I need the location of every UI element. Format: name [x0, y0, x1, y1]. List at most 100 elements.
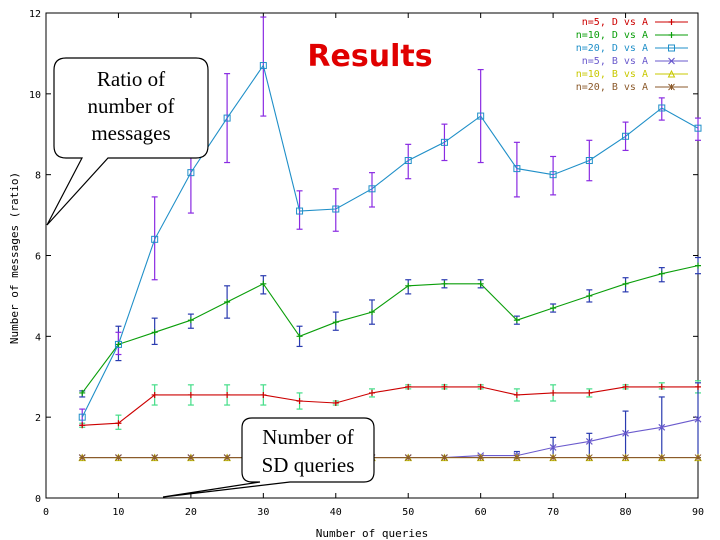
x-tick-label: 80: [620, 507, 632, 518]
data-point-n-5-b-vs-a: [658, 423, 666, 431]
y-axis-label: Number of messages (ratio): [8, 172, 21, 344]
x-tick-label: 90: [692, 507, 704, 518]
data-point-n-10-d-vs-a: [477, 280, 484, 287]
ratio-callout-line-1: Ratio of: [97, 67, 165, 91]
data-point-n-10-d-vs-a: [187, 317, 194, 324]
data-point-n-20-d-vs-a: [440, 138, 448, 146]
data-point-n-10-d-vs-a: [695, 262, 701, 269]
data-point-n-20-d-vs-a: [332, 205, 340, 213]
data-point-n-20-b-vs-a: [404, 454, 412, 461]
data-point-n-20-d-vs-a: [368, 185, 376, 193]
series-line-n-20-d-vs-a: [81, 64, 699, 418]
data-point-n-10-d-vs-a: [550, 305, 557, 312]
queries-callout-line-2: SD queries: [262, 453, 355, 477]
data-point-n-20-b-vs-a: [223, 454, 231, 461]
data-point-n-20-b-vs-a: [585, 454, 593, 461]
y-tick-label: 10: [29, 90, 41, 101]
x-tick-label: 0: [43, 507, 49, 518]
data-point-n-5-d-vs-a: [622, 383, 629, 390]
legend-marker-n-10-b-vs-a: [667, 69, 676, 78]
data-point-n-10-d-vs-a: [405, 282, 412, 289]
y-axis-ticks: 0 2 4 6 8 10 12: [29, 9, 698, 505]
data-point-n-10-d-vs-a: [151, 329, 158, 336]
series-line-n-5-d-vs-a: [82, 386, 698, 426]
y-tick-label: 6: [35, 252, 41, 263]
data-point-n-5-b-vs-a: [694, 415, 702, 423]
data-point-n-20-d-vs-a: [78, 413, 86, 421]
series-lines: [81, 64, 699, 459]
data-point-n-10-d-vs-a: [441, 280, 448, 287]
data-point-n-10-d-vs-a: [260, 280, 267, 287]
data-point-n-5-d-vs-a: [187, 391, 194, 398]
x-tick-label: 70: [547, 507, 559, 518]
data-point-n-10-d-vs-a: [622, 280, 629, 287]
ratio-callout-bubble: [46, 57, 209, 226]
data-point-n-5-b-vs-a: [622, 429, 629, 437]
ratio-callout: Ratio of number of messages: [46, 57, 209, 226]
data-point-n-10-d-vs-a: [658, 270, 665, 277]
data-point-n-10-d-vs-a: [369, 309, 375, 316]
legend-label-n-10-b-vs-a: n=10, B vs A: [576, 69, 648, 80]
series-line-n-10-d-vs-a: [81, 265, 699, 394]
data-point-n-20-d-vs-a: [151, 235, 159, 243]
data-point-n-20-d-vs-a: [549, 171, 557, 179]
legend-label-n-20-d-vs-a: n=20, D vs A: [576, 43, 648, 54]
y-tick-label: 4: [35, 332, 41, 343]
data-point-n-20-d-vs-a: [585, 157, 593, 165]
queries-callout-bubble: [162, 417, 375, 498]
data-point-n-5-d-vs-a: [586, 389, 593, 396]
data-point-n-10-d-vs-a: [332, 319, 339, 326]
data-point-n-5-b-vs-a: [549, 444, 557, 451]
data-point-n-20-b-vs-a: [78, 454, 86, 461]
legend-marker-n-20-b-vs-a: [668, 83, 675, 91]
data-point-n-20-b-vs-a: [115, 454, 122, 461]
data-point-n-20-d-vs-a: [223, 114, 231, 122]
data-point-n-5-d-vs-a: [477, 383, 484, 390]
data-point-n-20-b-vs-a: [622, 454, 629, 461]
data-point-n-10-d-vs-a: [513, 317, 520, 324]
data-point-n-10-d-vs-a: [115, 341, 122, 348]
legend-label-n-20-b-vs-a: n=20, B vs A: [576, 82, 648, 93]
data-point-n-20-b-vs-a: [513, 454, 521, 461]
data-point-n-5-d-vs-a: [224, 391, 231, 398]
data-point-n-20-d-vs-a: [477, 112, 485, 120]
x-tick-label: 30: [257, 507, 269, 518]
data-point-n-5-d-vs-a: [405, 383, 412, 390]
data-point-n-10-d-vs-a: [224, 298, 231, 305]
data-point-n-5-d-vs-a: [658, 383, 665, 390]
data-point-n-20-d-vs-a: [622, 132, 630, 140]
data-point-n-5-d-vs-a: [441, 383, 448, 390]
ratio-callout-line-2: number of: [88, 94, 175, 118]
data-point-n-20-d-vs-a: [114, 340, 122, 348]
y-tick-label: 8: [35, 171, 41, 182]
legend-label-n-5-d-vs-a: n=5, D vs A: [582, 17, 648, 28]
data-point-n-20-d-vs-a: [296, 207, 304, 215]
data-point-n-10-d-vs-a: [79, 389, 86, 396]
data-point-n-5-d-vs-a: [296, 398, 303, 404]
data-point-n-20-b-vs-a: [549, 454, 557, 461]
data-point-n-5-d-vs-a: [151, 391, 158, 398]
data-point-n-5-d-vs-a: [79, 422, 86, 429]
data-point-n-5-d-vs-a: [695, 383, 701, 390]
legend: n=5, D vs A n=10, D vs A n=20, D vs A n=5, …: [576, 17, 688, 93]
queries-callout-line-1: Number of: [262, 425, 354, 449]
x-tick-label: 50: [402, 507, 414, 518]
data-point-n-5-d-vs-a: [369, 389, 375, 396]
x-tick-label: 60: [475, 507, 487, 518]
chart-title: Results: [307, 39, 432, 74]
data-point-n-20-b-vs-a: [477, 454, 485, 461]
data-point-n-20-d-vs-a: [259, 62, 267, 70]
data-point-n-20-d-vs-a: [404, 157, 412, 165]
data-point-n-20-b-vs-a: [694, 454, 702, 461]
y-tick-label: 0: [35, 494, 41, 505]
data-point-n-10-d-vs-a: [296, 333, 303, 340]
data-point-n-5-d-vs-a: [115, 420, 122, 427]
legend-label-n-10-d-vs-a: n=10, D vs A: [576, 30, 648, 41]
data-point-n-5-d-vs-a: [260, 391, 267, 398]
legend-marker-n-5-d-vs-a: [668, 19, 675, 25]
data-point-n-5-d-vs-a: [550, 389, 557, 396]
data-point-n-5-d-vs-a: [513, 391, 520, 398]
data-point-n-5-b-vs-a: [585, 437, 593, 445]
data-point-n-20-b-vs-a: [151, 454, 159, 461]
queries-callout: Number of SD queries: [162, 417, 375, 498]
